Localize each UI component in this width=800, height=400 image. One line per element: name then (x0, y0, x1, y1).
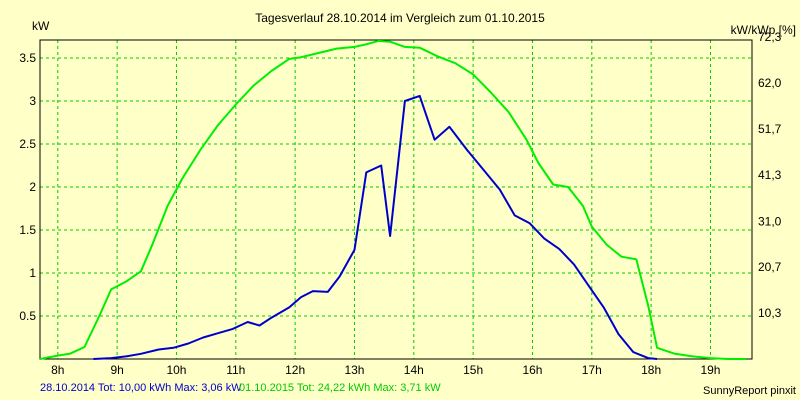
series-line-28-10-2014 (93, 94, 658, 360)
x-tick-label: 16h (522, 363, 542, 377)
legend-series-2015: 01.10.2015 Tot: 24,22 kWh Max: 3,71 kW (239, 382, 441, 394)
y-axis-label-right: kW/kWp [%] (730, 23, 796, 37)
x-tick-label: 17h (582, 363, 602, 377)
y-tick-label-right: 10,3 (758, 306, 782, 320)
x-tick-label: 12h (285, 363, 305, 377)
x-tick-label: 11h (226, 363, 245, 377)
x-tick-label: 13h (344, 363, 364, 377)
x-tick-label: 15h (463, 363, 483, 377)
x-tick-label: 19h (700, 363, 720, 377)
y-tick-label-left: 1 (29, 266, 36, 280)
y-tick-label-left: 3.5 (19, 51, 36, 65)
y-tick-label-right: 62,0 (758, 76, 782, 90)
y-axis-label-left: kW (32, 19, 50, 33)
y-tick-label-right: 31,0 (758, 214, 782, 228)
x-tick-label: 9h (110, 363, 123, 377)
y-tick-label-right: 51,7 (758, 122, 782, 136)
y-tick-label-left: 0.5 (19, 309, 36, 323)
chart-title: Tagesverlauf 28.10.2014 im Vergleich zum… (255, 11, 545, 25)
y-tick-label-left: 3 (29, 94, 36, 108)
x-tick-label: 18h (641, 363, 661, 377)
x-tick-label: 14h (404, 363, 424, 377)
credit-text: SunnyReport pinxit (703, 385, 796, 397)
y-tick-label-left: 2 (29, 180, 36, 194)
y-tick-label-right: 20,7 (758, 260, 782, 274)
y-tick-label-right: 72,3 (758, 30, 782, 44)
x-tick-label: 8h (51, 363, 64, 377)
legend-series-2014: 28.10.2014 Tot: 10,00 kWh Max: 3,06 kW (40, 382, 242, 394)
y-tick-label-left: 1.5 (19, 223, 36, 237)
x-tick-label: 10h (166, 363, 186, 377)
plot-frame (39, 39, 753, 360)
y-tick-label-left: 2.5 (19, 137, 36, 151)
series-line-01-10-2015 (39, 39, 747, 360)
y-tick-label-right: 41,3 (758, 168, 782, 182)
